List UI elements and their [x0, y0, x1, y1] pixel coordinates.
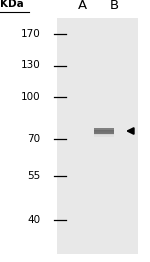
FancyBboxPatch shape	[94, 129, 114, 131]
Text: 100: 100	[21, 92, 40, 102]
Text: 40: 40	[27, 215, 40, 225]
FancyBboxPatch shape	[57, 18, 138, 254]
FancyBboxPatch shape	[94, 134, 114, 135]
Text: 70: 70	[27, 134, 40, 144]
FancyBboxPatch shape	[94, 135, 114, 137]
FancyBboxPatch shape	[94, 130, 114, 132]
FancyBboxPatch shape	[94, 133, 114, 134]
Text: B: B	[110, 0, 118, 12]
FancyBboxPatch shape	[94, 132, 114, 133]
Text: A: A	[78, 0, 87, 12]
Text: KDa: KDa	[0, 0, 24, 9]
Text: 55: 55	[27, 171, 40, 181]
Text: 170: 170	[21, 29, 40, 39]
Text: 130: 130	[21, 61, 40, 70]
FancyBboxPatch shape	[94, 128, 114, 134]
